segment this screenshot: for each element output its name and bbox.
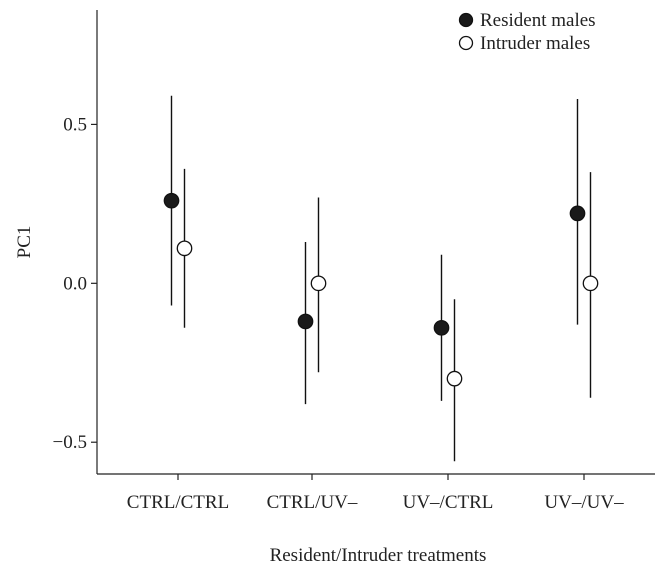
resident-point <box>297 313 314 330</box>
resident-point <box>569 205 586 222</box>
resident-point <box>433 319 450 336</box>
legend: Resident males Intruder males <box>458 10 596 54</box>
legend-marker-intruder <box>458 35 474 51</box>
intruder-point <box>176 240 193 257</box>
x-tick-label: UV–/UV– <box>544 492 624 513</box>
x-tick-label: CTRL/UV– <box>267 492 358 513</box>
y-tick-label: 0.0 <box>63 273 87 294</box>
x-tick-label: CTRL/CTRL <box>127 492 229 513</box>
data-marks <box>163 95 599 462</box>
intruder-point <box>582 275 599 292</box>
y-tick-label: −0.5 <box>53 432 87 453</box>
resident-point <box>163 192 180 209</box>
y-axis-ticks: −0.5 0.0 0.5 <box>53 114 97 453</box>
legend-label-resident: Resident males <box>480 10 596 31</box>
y-axis-title: PC1 <box>14 226 35 259</box>
legend-label-intruder: Intruder males <box>480 33 590 54</box>
plot-area: −0.5 0.0 0.5 CTRL/CTRL CTRL/UV– UV–/CTRL UV–/… <box>53 10 655 513</box>
x-axis-title: Resident/Intruder treatments <box>270 545 487 566</box>
legend-marker-resident <box>458 12 474 28</box>
intruder-point <box>310 275 327 292</box>
x-tick-label: UV–/CTRL <box>403 492 494 513</box>
intruder-point <box>446 370 463 387</box>
x-axis-ticks: CTRL/CTRL CTRL/UV– UV–/CTRL UV–/UV– <box>127 474 624 513</box>
y-tick-label: 0.5 <box>63 114 87 135</box>
